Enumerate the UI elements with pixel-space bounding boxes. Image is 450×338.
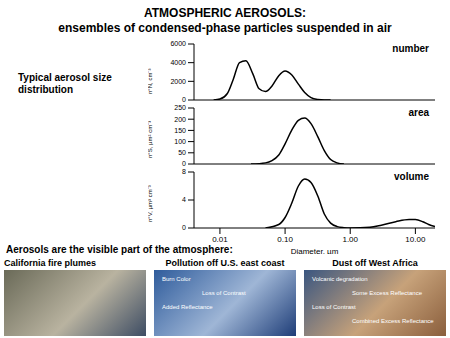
html-text:Combined Excess Reflectance: Combined Excess Reflectance — [352, 318, 434, 324]
svg-text:1.00: 1.00 — [342, 235, 358, 244]
svg-text:10.00: 10.00 — [405, 235, 426, 244]
html-text:Typical aerosol size distribut: Typical aerosol size distribution — [18, 72, 112, 95]
svg-text:0.10: 0.10 — [277, 235, 293, 244]
svg-text:6000: 6000 — [170, 40, 186, 47]
html-text:Volcanic degradation: Volcanic degradation — [312, 276, 368, 282]
svg-text:100: 100 — [174, 138, 186, 145]
svg-text:200: 200 — [174, 116, 186, 123]
html-text:volume: volume — [394, 171, 429, 182]
html-text:California fire plumes: California fire plumes — [4, 258, 96, 268]
svg-text:0.01: 0.01 — [212, 235, 228, 244]
svg-text:0: 0 — [182, 160, 186, 167]
svg-text:n°V, µm³ cm⁻³: n°V, µm³ cm⁻³ — [148, 185, 153, 222]
html-text:Added Reflectance: Added Reflectance — [162, 304, 213, 310]
svg-text:8: 8 — [182, 168, 186, 175]
html-text:Burn Color: Burn Color — [162, 276, 191, 282]
svg-text:4000: 4000 — [170, 59, 186, 66]
svg-text:n°S, µm² cm⁻³: n°S, µm² cm⁻³ — [148, 121, 153, 158]
html-text:Pollution off U.S. east coast: Pollution off U.S. east coast — [165, 258, 285, 268]
html-text:ensembles of condensed-phase p: ensembles of condensed-phase particles s… — [58, 21, 392, 35]
html-text:Aerosols are the visible part: Aerosols are the visible part of the atm… — [6, 244, 233, 255]
html-text:Loss of Contrast: Loss of Contrast — [202, 290, 246, 296]
svg-text:150: 150 — [174, 127, 186, 134]
svg-text:2000: 2000 — [170, 78, 186, 85]
html-text:Loss of Contrast: Loss of Contrast — [312, 304, 356, 310]
svg-text:50: 50 — [178, 149, 186, 156]
svg-text:250: 250 — [174, 104, 186, 111]
html-text:ATMOSPHERIC AEROSOLS:: ATMOSPHERIC AEROSOLS: — [144, 6, 306, 20]
html-text:area: area — [408, 107, 429, 118]
svg-text:Diameter, µm: Diameter, µm — [291, 247, 339, 254]
html-text:Some Excess Reflectance: Some Excess Reflectance — [352, 290, 422, 296]
svg-text:0: 0 — [182, 96, 186, 103]
svg-text:n°N, cm⁻³: n°N, cm⁻³ — [148, 69, 153, 94]
svg-text:4: 4 — [182, 196, 186, 203]
html-text:number: number — [392, 43, 429, 54]
html-text:Dust off West Africa: Dust off West Africa — [332, 258, 418, 268]
svg-text:0: 0 — [182, 224, 186, 231]
